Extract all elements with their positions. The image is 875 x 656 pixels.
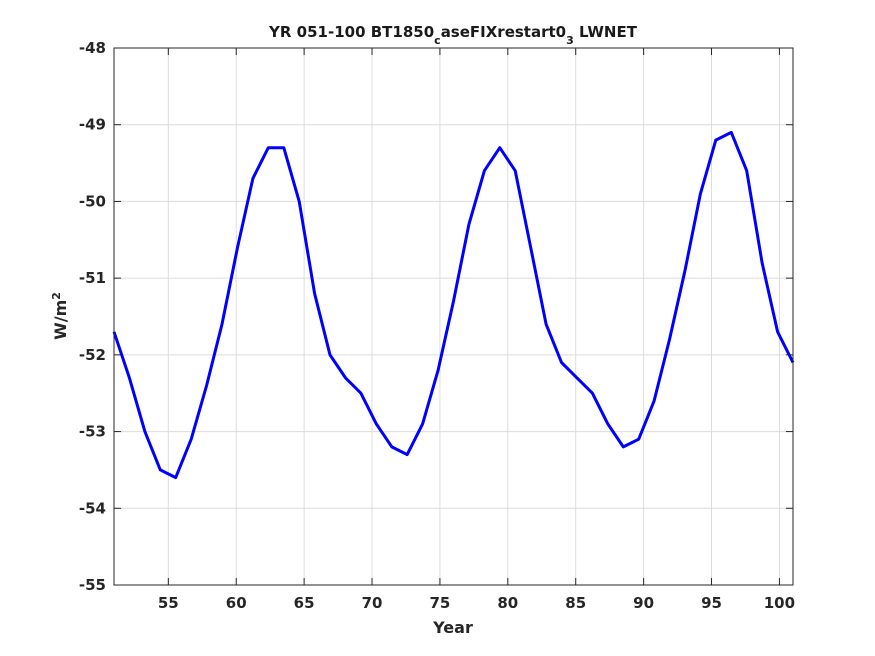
title-tail: LWNET (574, 23, 638, 41)
series-layer (112, 130, 795, 480)
x-tick-label: 100 (764, 594, 795, 612)
y-tick-label: -52 (79, 346, 106, 364)
x-tick-label: 60 (226, 594, 247, 612)
y-tick-label: -51 (79, 269, 106, 287)
title-sub1: c (434, 34, 441, 47)
x-tick-label: 85 (565, 594, 586, 612)
plot-area (114, 48, 793, 585)
series-line-0 (112, 130, 795, 480)
y-axis-label-base: W/m (51, 300, 70, 340)
y-tick-label: -48 (79, 39, 106, 57)
x-axis-label: Year (432, 618, 473, 637)
x-tick-label: 80 (497, 594, 518, 612)
axes-box (113, 47, 794, 586)
title-main: YR 051-100 BT1850 (268, 23, 434, 41)
y-tick-label: -55 (79, 576, 106, 594)
x-tick-label: 65 (294, 594, 315, 612)
title-mid: aseFIXrestart0 (441, 23, 566, 41)
x-tick-labels: 55 60 65 70 75 80 85 90 95 100 (158, 594, 795, 612)
chart-title: YR 051-100 BT1850caseFIXrestart03 LWNET (268, 23, 638, 47)
x-tick-label: 75 (429, 594, 450, 612)
x-tick-label: 90 (633, 594, 654, 612)
y-tick-label: -50 (79, 192, 106, 210)
y-tick-label: -54 (79, 499, 106, 517)
y-tick-label: -49 (79, 116, 106, 134)
title-sub2: 3 (566, 34, 574, 47)
y-axis-label: W/m2 (50, 292, 71, 340)
y-axis-label-sup: 2 (50, 292, 63, 300)
y-tick-label: -53 (79, 423, 106, 441)
x-tick-label: 95 (701, 594, 722, 612)
y-tick-labels: -48 -49 -50 -51 -52 -53 -54 -55 (79, 39, 106, 594)
ticks (114, 47, 793, 586)
x-tick-label: 70 (362, 594, 383, 612)
x-tick-label: 55 (158, 594, 179, 612)
